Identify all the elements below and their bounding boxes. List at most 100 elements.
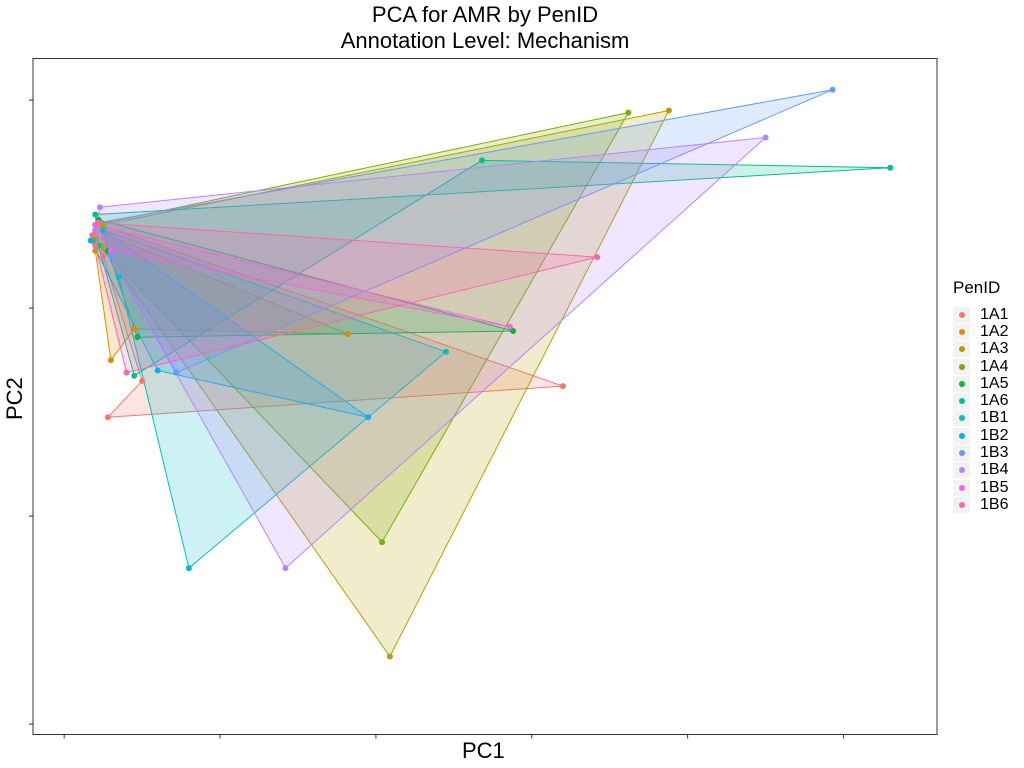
point-1A2-4 [92,247,99,254]
point-1B4-1 [762,134,769,141]
point-layer [87,86,894,660]
point-1A1-1 [559,383,566,390]
point-1B5-2 [107,247,114,254]
point-1B4-3 [92,227,99,234]
point-1A1-4 [100,253,107,260]
point-1B1-1 [443,348,449,355]
legend-item-1B5: 1B5 [953,479,1008,496]
legend-label: 1B6 [980,495,1009,513]
point-1B1-0 [100,227,107,234]
legend-label: 1A4 [980,357,1009,375]
point-1B4-2 [282,565,289,572]
point-1A4-1 [625,109,632,116]
legend-key [953,358,970,375]
legend-swatch [958,501,965,508]
legend-item-1B3: 1B3 [953,444,1008,461]
legend-label: 1A5 [980,374,1009,392]
legend: PenID 1A1 1A2 1A3 1A4 1A5 1A6 1B1 1B2 1B3 1B4 1B5 1… [953,278,1008,514]
legend-label: 1B2 [980,426,1009,444]
point-1A5-2 [134,334,141,341]
hull-layer [90,89,891,658]
legend-label: 1A1 [980,305,1009,323]
legend-swatch [958,467,965,474]
point-1A2-3 [107,357,114,364]
chart-title: PCA for AMR by PenID [371,2,599,27]
legend-key [953,479,970,496]
point-1B3-1 [829,86,836,93]
legend-key [953,341,970,358]
point-1A1-2 [104,414,111,421]
legend-item-1A6: 1A6 [953,392,1008,409]
legend-key [953,410,970,427]
legend-item-1A2: 1A2 [953,323,1008,340]
legend-key [953,375,970,392]
legend-key [953,393,970,410]
legend-item-1A5: 1A5 [953,375,1008,392]
legend-key [953,445,970,462]
legend-item-1B4: 1B4 [953,461,1009,479]
legend-key [953,306,970,323]
point-1A3-0 [100,221,107,228]
legend-item-1A4: 1A4 [953,358,1008,375]
point-1A1-3 [139,377,146,384]
chart-subtitle: Annotation Level: Mechanism [340,28,630,53]
point-1A2-2 [131,325,138,332]
legend-key [953,323,970,340]
hull-1B5 [94,224,511,328]
legend-swatch [958,484,965,491]
point-1A6-0 [92,211,99,218]
legend-item-1B2: 1B2 [953,427,1008,444]
point-1B6-3 [92,242,99,249]
legend-label: 1B3 [980,444,1009,462]
point-1B6-2 [123,369,130,376]
legend-key [953,427,970,444]
point-1B2-3 [87,237,94,244]
point-1A2-1 [344,331,351,338]
legend-label: 1B5 [980,478,1009,496]
legend-item-1B6: 1B6 [953,496,1008,513]
legend-label: 1A6 [980,392,1009,410]
legend-title: PenID [953,278,1001,297]
hull-1A6 [94,159,891,377]
legend-label: 1B4 [980,461,1009,479]
legend-item-1A1: 1A1 [953,306,1008,323]
legend-items: 1A1 1A2 1A3 1A4 1A5 1A6 1B1 1B2 1B3 1B4 1B5 1B6 [953,306,1008,514]
point-1B5-1 [506,323,513,330]
point-1A1-5 [89,232,96,239]
legend-key [953,496,970,513]
point-1B3-2 [173,369,180,376]
legend-label: 1A3 [980,340,1009,358]
point-1A6-3 [131,372,138,379]
legend-swatch [958,415,965,422]
point-1B3-3 [107,253,114,260]
legend-item-1A3: 1A3 [953,340,1009,358]
panel-border [32,58,938,735]
point-1A5-1 [510,328,517,334]
point-1B6-0 [95,219,102,226]
point-1B6-1 [594,254,601,261]
legend-swatch [958,311,965,318]
axis-ticks [29,99,844,739]
legend-swatch [958,398,965,405]
point-1B2-1 [365,414,372,421]
point-1B1-3 [115,273,122,280]
x-axis-title: PC1 [462,738,505,763]
point-1A3-2 [386,653,393,660]
y-axis-title: PC2 [2,377,27,420]
legend-swatch [958,432,965,439]
point-1B4-0 [97,204,103,211]
point-1A6-1 [887,164,894,171]
legend-swatch [958,450,965,457]
point-1A4-2 [379,539,386,546]
legend-label: 1B1 [980,409,1009,427]
legend-swatch [958,346,965,353]
legend-key [953,462,970,479]
point-1B1-2 [185,565,192,572]
legend-swatch [958,380,965,387]
point-1A3-1 [665,107,672,114]
point-1A6-2 [478,157,485,164]
legend-label: 1A2 [980,322,1009,340]
legend-swatch [958,328,965,335]
